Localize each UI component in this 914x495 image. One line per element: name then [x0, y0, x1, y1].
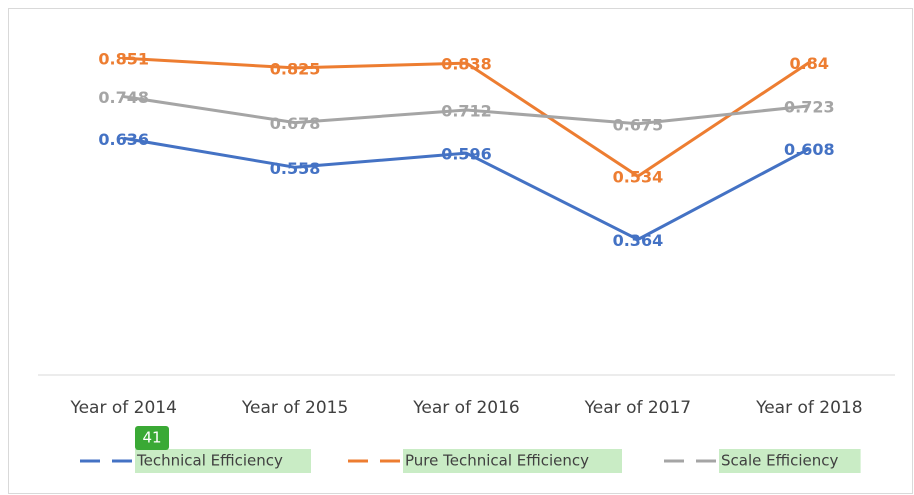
- series-line: [123, 95, 810, 126]
- data-label: 0.558: [270, 159, 321, 178]
- legend-label: Scale Efficiency: [721, 452, 839, 470]
- legend-highlight: [135, 449, 311, 473]
- data-label: 0.851: [98, 50, 149, 69]
- series-line: [123, 136, 811, 242]
- data-label: 0.723: [784, 97, 835, 116]
- x-tick-label: Year of 2016: [412, 398, 519, 418]
- data-label: 0.596: [441, 145, 492, 164]
- data-label: 0.608: [784, 140, 835, 159]
- legend-label: Pure Technical Efficiency: [405, 452, 589, 470]
- data-label: 0.825: [270, 59, 321, 78]
- x-tick-label: Year of 2015: [241, 398, 348, 418]
- data-label: 0.364: [613, 231, 664, 250]
- data-label: 0.636: [98, 130, 149, 149]
- x-tick-label: Year of 2014: [69, 398, 176, 418]
- data-label: 0.84: [790, 54, 829, 73]
- data-label: 0.534: [613, 168, 664, 187]
- series-line: [123, 56, 811, 178]
- badge: [135, 426, 169, 450]
- x-tick-label: Year of 2017: [584, 398, 691, 418]
- legend-highlight: [719, 449, 861, 473]
- data-label: 0.675: [613, 115, 664, 134]
- x-tick-label: Year of 2018: [755, 398, 862, 418]
- data-label: 0.712: [441, 101, 492, 120]
- chart-border: [8, 8, 913, 494]
- data-label: 0.838: [441, 55, 492, 74]
- legend-highlight: [403, 449, 622, 473]
- badge-label: 41: [142, 429, 161, 447]
- data-label: 0.678: [270, 114, 321, 133]
- data-label: 0.748: [98, 88, 149, 107]
- legend-label: Technical Efficiency: [136, 452, 283, 470]
